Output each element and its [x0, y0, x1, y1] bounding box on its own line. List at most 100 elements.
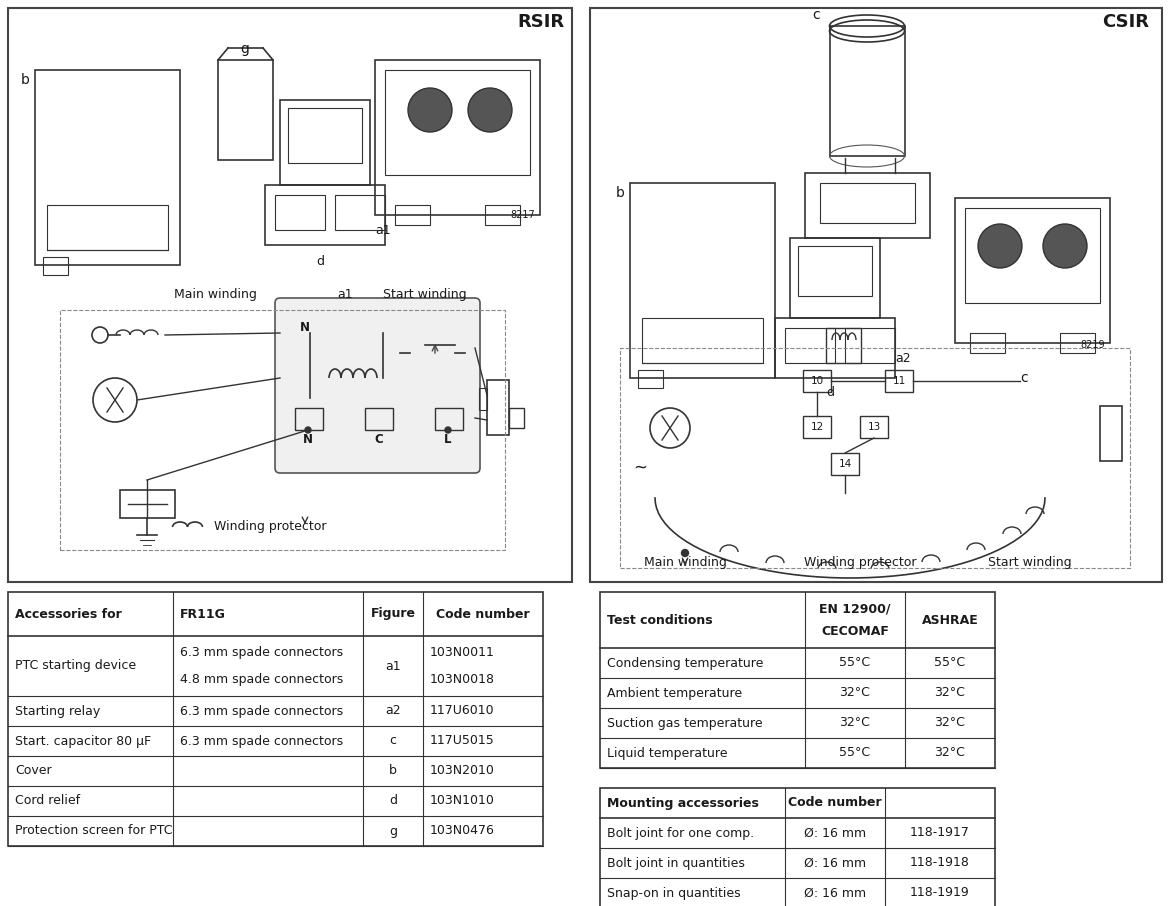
Bar: [47, 205, 168, 250]
Text: 11: 11: [893, 376, 906, 386]
Text: FR11G: FR11G: [180, 608, 226, 621]
Bar: [805, 173, 930, 238]
Text: 103N2010: 103N2010: [431, 765, 495, 777]
Text: 103N1010: 103N1010: [431, 795, 495, 807]
Text: Main winding: Main winding: [644, 556, 727, 569]
Text: ~: ~: [633, 459, 647, 477]
FancyBboxPatch shape: [275, 298, 480, 473]
Circle shape: [305, 427, 311, 433]
Text: 55°C: 55°C: [839, 657, 870, 670]
Bar: [8, 8, 572, 582]
Bar: [1100, 406, 1122, 461]
Bar: [275, 195, 325, 230]
Text: a1: a1: [385, 660, 401, 672]
Text: 32°C: 32°C: [935, 687, 965, 699]
Text: g: g: [241, 42, 249, 56]
Text: PTC starting device: PTC starting device: [15, 660, 136, 672]
Text: 118-1917: 118-1917: [910, 826, 970, 840]
Text: Suction gas temperature: Suction gas temperature: [607, 717, 763, 729]
Text: Ø: 16 mm: Ø: 16 mm: [804, 886, 866, 900]
Bar: [629, 183, 775, 378]
Bar: [288, 108, 362, 163]
Text: 32°C: 32°C: [935, 747, 965, 759]
Text: 117U6010: 117U6010: [431, 705, 495, 718]
Text: Code number: Code number: [789, 796, 882, 809]
Text: 32°C: 32°C: [840, 687, 870, 699]
Bar: [885, 370, 913, 392]
Text: Liquid temperature: Liquid temperature: [607, 747, 728, 759]
Text: 4.8 mm spade connectors: 4.8 mm spade connectors: [180, 672, 343, 686]
Bar: [385, 70, 530, 175]
Bar: [479, 388, 487, 410]
Bar: [860, 416, 888, 438]
Bar: [1060, 333, 1095, 353]
Text: N: N: [300, 321, 310, 334]
Text: Test conditions: Test conditions: [607, 613, 713, 627]
Text: 13: 13: [867, 422, 881, 432]
Bar: [376, 60, 541, 215]
Bar: [435, 408, 463, 430]
Text: Cord relief: Cord relief: [15, 795, 80, 807]
Text: 103N0011: 103N0011: [431, 646, 495, 660]
Bar: [335, 195, 385, 230]
Text: d: d: [316, 255, 324, 268]
Text: Bolt joint for one comp.: Bolt joint for one comp.: [607, 826, 755, 840]
Text: Ø: 16 mm: Ø: 16 mm: [804, 826, 866, 840]
Bar: [955, 198, 1110, 343]
Text: 10: 10: [811, 376, 824, 386]
Bar: [590, 8, 1162, 582]
Bar: [264, 185, 385, 245]
Text: C: C: [374, 433, 384, 446]
Text: d: d: [826, 386, 834, 399]
Bar: [121, 490, 176, 518]
Text: Start winding: Start winding: [989, 556, 1072, 569]
Text: 117U5015: 117U5015: [431, 735, 495, 747]
Text: a1: a1: [376, 224, 391, 236]
Text: Start winding: Start winding: [384, 288, 467, 301]
Text: 118-1918: 118-1918: [910, 856, 970, 870]
Bar: [831, 453, 859, 475]
Circle shape: [1042, 224, 1087, 268]
Text: 12: 12: [811, 422, 824, 432]
Bar: [830, 26, 906, 156]
Circle shape: [978, 224, 1023, 268]
Text: d: d: [388, 795, 397, 807]
Text: Winding protector: Winding protector: [804, 556, 916, 569]
Bar: [798, 246, 872, 296]
Bar: [35, 70, 180, 265]
Bar: [509, 408, 524, 428]
Bar: [395, 205, 431, 225]
Text: Snap-on in quantities: Snap-on in quantities: [607, 886, 741, 900]
Bar: [280, 100, 370, 185]
Bar: [487, 380, 509, 435]
Text: EN 12900/: EN 12900/: [819, 602, 890, 615]
Text: 6.3 mm spade connectors: 6.3 mm spade connectors: [180, 705, 343, 718]
Bar: [820, 183, 915, 223]
Text: Ambient temperature: Ambient temperature: [607, 687, 742, 699]
Text: 103N0476: 103N0476: [431, 824, 495, 837]
Text: 32°C: 32°C: [935, 717, 965, 729]
Bar: [600, 788, 994, 906]
Text: ASHRAE: ASHRAE: [922, 613, 978, 627]
Text: Ø: 16 mm: Ø: 16 mm: [804, 856, 866, 870]
Text: 14: 14: [839, 459, 852, 469]
Text: Winding protector: Winding protector: [214, 520, 326, 533]
Text: Start. capacitor 80 µF: Start. capacitor 80 µF: [15, 735, 151, 747]
Text: 55°C: 55°C: [839, 747, 870, 759]
Bar: [803, 370, 831, 392]
Text: CSIR: CSIR: [1102, 13, 1149, 31]
Text: 6.3 mm spade connectors: 6.3 mm spade connectors: [180, 735, 343, 747]
Text: RSIR: RSIR: [517, 13, 564, 31]
Text: 103N0018: 103N0018: [431, 672, 495, 686]
Text: 8219: 8219: [1080, 340, 1104, 350]
Text: a2: a2: [895, 352, 910, 364]
Text: N: N: [303, 433, 314, 446]
Text: a1: a1: [337, 288, 353, 301]
Text: Code number: Code number: [436, 608, 530, 621]
Bar: [600, 592, 994, 768]
Circle shape: [408, 88, 452, 132]
Text: b: b: [21, 73, 30, 87]
Text: 32°C: 32°C: [840, 717, 870, 729]
Text: Starting relay: Starting relay: [15, 705, 101, 718]
Text: 118-1919: 118-1919: [910, 886, 970, 900]
